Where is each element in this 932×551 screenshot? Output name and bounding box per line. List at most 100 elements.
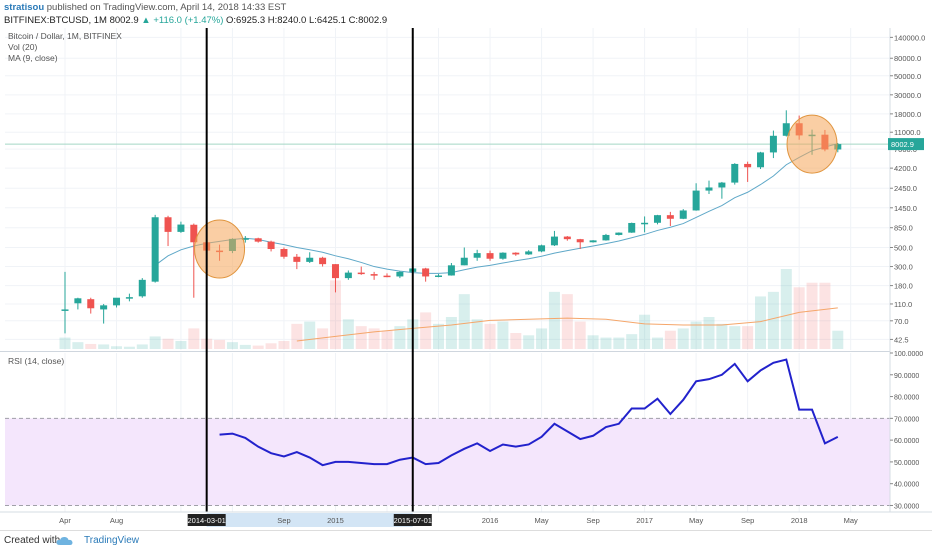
time-axis-label: May	[844, 516, 858, 525]
tradingview-brand-link[interactable]: TradingView	[84, 535, 140, 546]
candle	[306, 252, 314, 263]
volume-bar	[626, 334, 638, 349]
rsi-pane-legend: RSI (14, close)	[8, 356, 64, 366]
price-axis-label: 500.0	[894, 243, 913, 252]
rsi-axis-label: 50.0000	[894, 460, 919, 467]
candle-body	[241, 238, 249, 240]
candle-body	[422, 268, 430, 277]
volume-bar	[111, 346, 123, 349]
time-axis-label: Sep	[586, 516, 599, 525]
author-link[interactable]: stratisou	[4, 2, 45, 13]
volume-bar	[226, 342, 238, 349]
volume-bar	[59, 337, 71, 349]
volume-bar	[664, 330, 676, 349]
candle-body	[370, 274, 378, 276]
volume-bar	[329, 280, 341, 349]
candle	[473, 249, 481, 261]
price-axis-label: 140000.0	[894, 33, 925, 42]
candle	[718, 181, 726, 199]
time-axis-label: Sep	[741, 516, 754, 525]
candle	[241, 236, 249, 243]
candle	[74, 297, 82, 310]
time-axis-label: Sep	[277, 516, 290, 525]
chart-header: stratisou published on TradingView.com, …	[0, 0, 932, 28]
current-price-label: 8002.9	[891, 140, 914, 149]
volume-bar	[536, 328, 548, 349]
volume-bar	[72, 342, 84, 349]
candle-body	[331, 264, 339, 279]
last-price: 8002.9	[109, 15, 139, 26]
volume-bar	[123, 346, 135, 349]
price-axis-label: 4200.0	[894, 164, 917, 173]
candle	[100, 303, 108, 324]
volume-bar	[136, 344, 148, 349]
candle-body	[306, 257, 314, 262]
candle-body	[190, 224, 198, 243]
candle	[538, 244, 546, 253]
price-axis-label: 50000.0	[894, 72, 921, 81]
volume-bar	[806, 282, 818, 349]
candle-body	[164, 217, 172, 232]
candle	[602, 233, 610, 241]
volume-bar	[523, 335, 535, 349]
candle-body	[757, 152, 765, 168]
candle	[769, 130, 777, 159]
time-axis-label: May	[689, 516, 703, 525]
volume-bar	[317, 328, 329, 349]
candle	[177, 221, 185, 233]
volume-bar	[149, 336, 161, 349]
candle	[641, 216, 649, 233]
footer: Created with TradingView	[0, 530, 932, 551]
candle	[757, 151, 765, 170]
candle-body	[628, 222, 636, 233]
published-text: published on TradingView.com, April 14, …	[46, 2, 287, 13]
candle	[705, 180, 713, 194]
candle	[331, 264, 339, 293]
candle	[396, 271, 404, 279]
candle-body	[100, 305, 108, 310]
price-axis-label: 1450.0	[894, 204, 917, 213]
candle	[460, 247, 468, 266]
candle-body	[125, 297, 133, 299]
candle	[576, 238, 584, 250]
publish-line: stratisou published on TradingView.com, …	[4, 2, 286, 13]
candle-body	[447, 265, 455, 276]
candle-body	[473, 253, 481, 258]
tradingview-cloud-icon	[56, 536, 73, 545]
candle	[563, 236, 571, 241]
candle-body	[435, 275, 443, 277]
time-axis-label: Apr	[59, 516, 71, 525]
candle	[370, 271, 378, 280]
volume-bar	[510, 333, 522, 349]
volume-bar	[793, 287, 805, 349]
candle	[267, 240, 275, 252]
price-chart-canvas[interactable]: 42.5 70.0 110.0 180.0 300.0 500.0 850.0 1450.0 2…	[0, 0, 932, 530]
candle-body	[254, 238, 262, 242]
volume-bar	[239, 344, 251, 349]
candle	[357, 266, 365, 275]
volume-bar	[394, 326, 406, 349]
price-axis-label: 42.5	[894, 335, 909, 344]
volume-bar	[832, 330, 844, 349]
volume-bar	[368, 328, 380, 349]
candle	[87, 297, 95, 314]
time-marker-tag	[187, 514, 226, 526]
volume-bar	[98, 344, 110, 349]
volume-bar	[548, 291, 560, 349]
price-axis-label: 2450.0	[894, 184, 917, 193]
candle-body	[512, 252, 520, 255]
volume-bar	[651, 337, 663, 349]
candle	[319, 256, 327, 267]
candle-body	[87, 299, 95, 309]
candle	[653, 214, 661, 225]
rsi-axis-label: 80.0000	[894, 395, 919, 402]
candle	[525, 250, 533, 255]
candle-body	[731, 163, 739, 183]
candle	[666, 211, 674, 226]
candle-body	[666, 215, 674, 219]
price-axis-label: 300.0	[894, 263, 913, 272]
candle	[383, 273, 391, 278]
candle-body	[383, 275, 391, 278]
candle-body	[589, 240, 597, 243]
candle-body	[563, 236, 571, 240]
